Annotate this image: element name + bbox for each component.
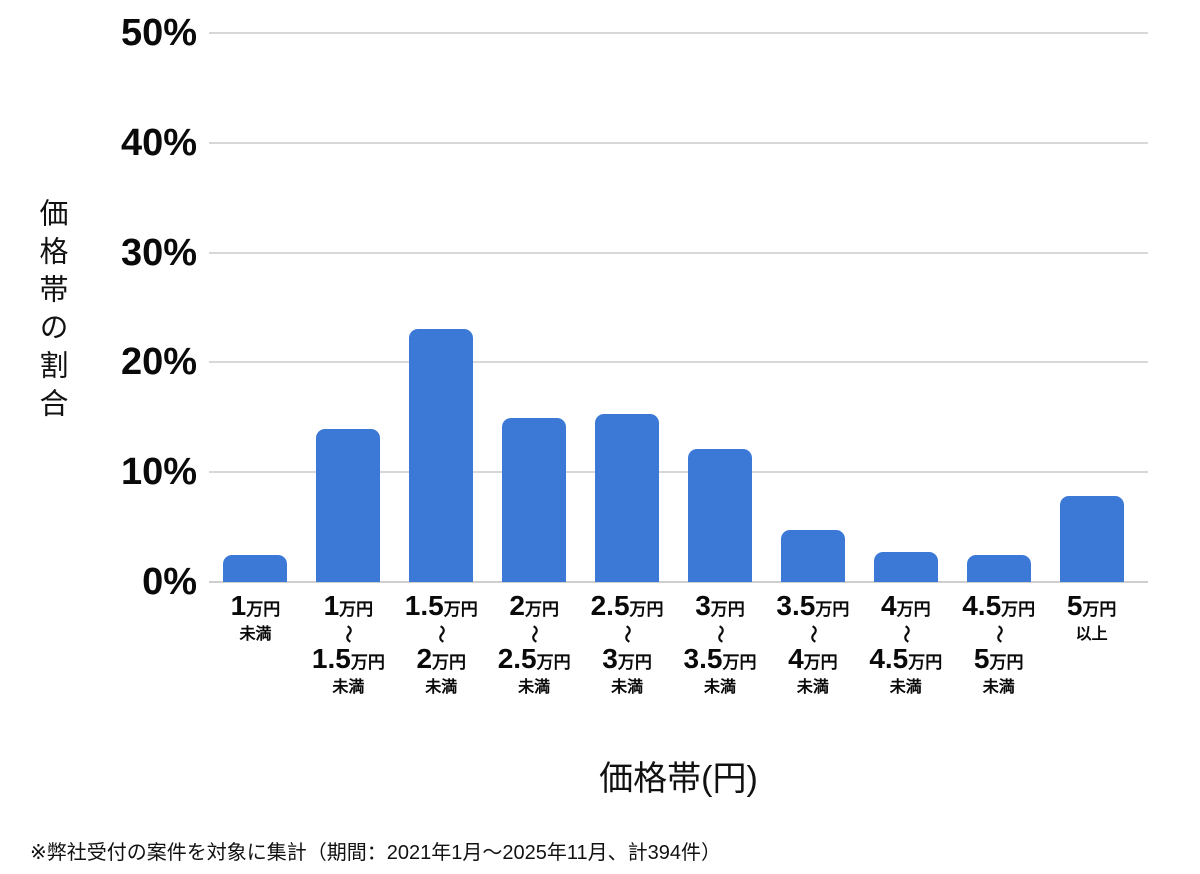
range-qualifier: 未満	[611, 679, 644, 696]
y-tick-label: 30%	[120, 231, 197, 274]
gridline	[209, 251, 1148, 254]
range-qualifier: 未満	[332, 679, 365, 696]
x-tick-label: 1.5万円 ～ 2万円未満	[395, 592, 488, 699]
y-tick-label: 40%	[120, 121, 197, 164]
bar-slot	[674, 33, 767, 582]
bar	[1059, 496, 1124, 582]
bar	[409, 329, 474, 582]
price-value: 5万円	[1066, 590, 1117, 621]
price-value: 2万円	[509, 590, 559, 621]
x-tick-label: 4万円 ～ 4.5万円未満	[859, 592, 952, 699]
x-tick-label: 4.5万円 ～ 5万円未満	[952, 592, 1045, 699]
gridline	[209, 581, 1148, 583]
bar	[780, 530, 845, 582]
range-qualifier: 未満	[703, 679, 736, 696]
plot-area	[209, 32, 1148, 583]
gridline	[209, 361, 1148, 364]
range-tilde: ～	[802, 625, 823, 643]
y-tick-label: 50%	[120, 12, 197, 54]
range-tilde: ～	[431, 625, 452, 643]
price-value: 4.5万円	[869, 643, 943, 674]
bar	[687, 449, 752, 582]
range-qualifier: 未満	[518, 679, 551, 696]
bar-slot	[1045, 33, 1138, 582]
price-value: 2万円	[416, 643, 467, 674]
range-tilde: ～	[617, 625, 638, 643]
range-tilde: ～	[709, 625, 730, 643]
footnote: ※弊社受付の案件を対象に集計（期間：2021年1月～2025年11月、計394件…	[30, 842, 721, 864]
x-tick-label: 3万円 ～ 3.5万円未満	[674, 592, 767, 699]
y-tick-label: 10%	[120, 451, 197, 494]
price-value: 1万円	[230, 590, 281, 621]
price-value: 2.5万円	[590, 590, 664, 621]
gridline	[209, 32, 1148, 34]
range-tilde: ～	[524, 625, 545, 643]
price-value: 5万円	[973, 643, 1024, 674]
bar-slot	[952, 33, 1045, 582]
bar-slot	[766, 33, 859, 582]
bar-slot	[209, 33, 302, 582]
range-qualifier: 未満	[796, 679, 829, 696]
range-qualifier: 未満	[889, 679, 922, 696]
bar	[595, 414, 660, 582]
range-qualifier: 未満	[982, 679, 1015, 696]
range-qualifier: 未満	[425, 679, 458, 696]
gridline	[209, 471, 1148, 474]
bar-slot	[302, 33, 395, 582]
bar	[966, 554, 1031, 582]
bar-slot	[395, 33, 488, 582]
price-value: 3万円	[695, 590, 745, 621]
x-tick-label: 5万円以上	[1045, 592, 1138, 699]
range-tilde: ～	[338, 625, 359, 643]
bar	[223, 554, 288, 582]
price-value: 4万円	[788, 643, 838, 674]
y-axis-title: 価格帯の割合	[35, 198, 67, 426]
x-tick-label: 2.5万円 ～ 3万円未満	[581, 592, 674, 699]
price-value: 3.5万円	[683, 643, 757, 674]
gridline	[209, 141, 1148, 144]
price-value: 1.5万円	[311, 643, 385, 674]
bars-layer	[209, 33, 1138, 582]
price-value: 2.5万円	[497, 643, 571, 674]
price-value: 1万円	[323, 590, 374, 621]
price-value: 3万円	[602, 643, 652, 674]
range-qualifier: 未満	[239, 626, 272, 643]
bar-slot	[488, 33, 581, 582]
x-axis-title: 価格帯(円)	[599, 760, 758, 798]
range-tilde: ～	[988, 625, 1009, 643]
x-tick-label: 1万円 ～ 1.5万円未満	[302, 592, 395, 699]
x-tick-label: 3.5万円 ～ 4万円未満	[766, 592, 859, 699]
bar-slot	[859, 33, 952, 582]
range-qualifier: 以上	[1075, 626, 1108, 643]
y-tick-label: 20%	[120, 341, 197, 384]
price-value: 3.5万円	[776, 590, 850, 621]
range-tilde: ～	[895, 625, 916, 643]
bar	[873, 552, 938, 582]
bar-slot	[581, 33, 674, 582]
price-value: 1.5万円	[404, 590, 478, 621]
bar	[316, 429, 381, 582]
price-value: 4.5万円	[962, 590, 1036, 621]
y-tick-label: 0%	[142, 561, 197, 603]
bar	[502, 418, 567, 582]
x-tick-label: 1万円未満	[209, 592, 302, 699]
x-axis-labels: 1万円 未満 1万円～ 1.5万円 未満 1.5万円～ 2万円 未満 2万円～ 2.5万円 未満 2.…	[209, 592, 1138, 699]
price-value: 4万円	[881, 590, 931, 621]
x-tick-label: 2万円 ～ 2.5万円未満	[488, 592, 581, 699]
